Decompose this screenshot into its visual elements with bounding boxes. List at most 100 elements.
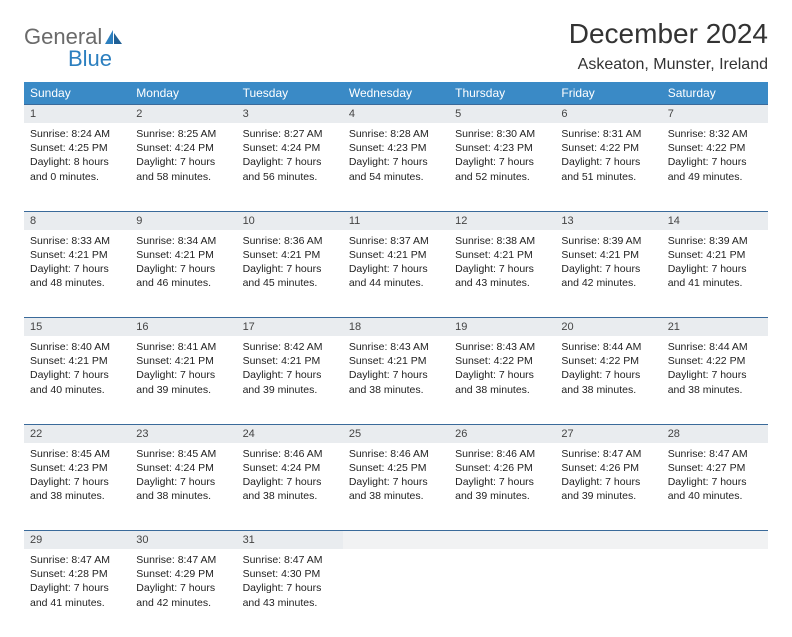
- sunset-text: Sunset: 4:22 PM: [455, 354, 549, 368]
- day-cell: Sunrise: 8:44 AMSunset: 4:22 PMDaylight:…: [662, 336, 768, 424]
- day-cell: Sunrise: 8:27 AMSunset: 4:24 PMDaylight:…: [237, 123, 343, 211]
- day-cell: Sunrise: 8:37 AMSunset: 4:21 PMDaylight:…: [343, 230, 449, 318]
- day-number-cell: 16: [130, 318, 236, 337]
- day-number-cell: 4: [343, 105, 449, 124]
- day-cell: Sunrise: 8:36 AMSunset: 4:21 PMDaylight:…: [237, 230, 343, 318]
- sunset-text: Sunset: 4:21 PM: [243, 248, 337, 262]
- day-number-cell: 7: [662, 105, 768, 124]
- day-number-cell: 10: [237, 211, 343, 230]
- daylight-text: Daylight: 7 hours and 39 minutes.: [561, 475, 655, 503]
- day-number-cell: 8: [24, 211, 130, 230]
- day-header: Tuesday: [237, 82, 343, 105]
- sunset-text: Sunset: 4:23 PM: [349, 141, 443, 155]
- daylight-text: Daylight: 7 hours and 41 minutes.: [668, 262, 762, 290]
- sunset-text: Sunset: 4:21 PM: [455, 248, 549, 262]
- title-block: December 2024 Askeaton, Munster, Ireland: [569, 18, 768, 74]
- day-number-cell: 6: [555, 105, 661, 124]
- sunset-text: Sunset: 4:21 PM: [243, 354, 337, 368]
- day-cell: Sunrise: 8:41 AMSunset: 4:21 PMDaylight:…: [130, 336, 236, 424]
- day-cell: Sunrise: 8:33 AMSunset: 4:21 PMDaylight:…: [24, 230, 130, 318]
- sunrise-text: Sunrise: 8:41 AM: [136, 340, 230, 354]
- sunset-text: Sunset: 4:21 PM: [349, 248, 443, 262]
- day-header: Saturday: [662, 82, 768, 105]
- day-number-cell: 22: [24, 424, 130, 443]
- day-number-cell: 14: [662, 211, 768, 230]
- sunset-text: Sunset: 4:24 PM: [136, 141, 230, 155]
- daylight-text: Daylight: 7 hours and 38 minutes.: [30, 475, 124, 503]
- day-number-cell: 25: [343, 424, 449, 443]
- sunrise-text: Sunrise: 8:38 AM: [455, 234, 549, 248]
- logo: GeneralBlue: [24, 18, 126, 72]
- sunrise-text: Sunrise: 8:46 AM: [455, 447, 549, 461]
- day-number-cell: 11: [343, 211, 449, 230]
- day-number-cell: 30: [130, 531, 236, 550]
- daylight-text: Daylight: 7 hours and 38 minutes.: [243, 475, 337, 503]
- daylight-text: Daylight: 7 hours and 39 minutes.: [243, 368, 337, 396]
- sunrise-text: Sunrise: 8:43 AM: [455, 340, 549, 354]
- sunset-text: Sunset: 4:29 PM: [136, 567, 230, 581]
- sunrise-text: Sunrise: 8:47 AM: [30, 553, 124, 567]
- day-number-cell: 9: [130, 211, 236, 230]
- day-number-cell: 5: [449, 105, 555, 124]
- daylight-text: Daylight: 7 hours and 48 minutes.: [30, 262, 124, 290]
- daylight-text: Daylight: 7 hours and 38 minutes.: [455, 368, 549, 396]
- day-header: Monday: [130, 82, 236, 105]
- sunset-text: Sunset: 4:22 PM: [561, 141, 655, 155]
- day-cell: Sunrise: 8:25 AMSunset: 4:24 PMDaylight:…: [130, 123, 236, 211]
- sunset-text: Sunset: 4:21 PM: [30, 354, 124, 368]
- day-cell: Sunrise: 8:38 AMSunset: 4:21 PMDaylight:…: [449, 230, 555, 318]
- sunrise-text: Sunrise: 8:30 AM: [455, 127, 549, 141]
- sunrise-text: Sunrise: 8:39 AM: [561, 234, 655, 248]
- day-number-cell: 2: [130, 105, 236, 124]
- sunset-text: Sunset: 4:21 PM: [349, 354, 443, 368]
- sunrise-text: Sunrise: 8:27 AM: [243, 127, 337, 141]
- day-cell: [343, 549, 449, 637]
- sunrise-text: Sunrise: 8:47 AM: [668, 447, 762, 461]
- sunset-text: Sunset: 4:23 PM: [455, 141, 549, 155]
- day-cell: Sunrise: 8:30 AMSunset: 4:23 PMDaylight:…: [449, 123, 555, 211]
- day-cell: Sunrise: 8:45 AMSunset: 4:23 PMDaylight:…: [24, 443, 130, 531]
- daylight-text: Daylight: 7 hours and 54 minutes.: [349, 155, 443, 183]
- day-cell: Sunrise: 8:43 AMSunset: 4:21 PMDaylight:…: [343, 336, 449, 424]
- day-cell: Sunrise: 8:45 AMSunset: 4:24 PMDaylight:…: [130, 443, 236, 531]
- daylight-text: Daylight: 7 hours and 56 minutes.: [243, 155, 337, 183]
- day-number-row: 15161718192021: [24, 318, 768, 337]
- sunrise-text: Sunrise: 8:47 AM: [243, 553, 337, 567]
- day-number-row: 293031: [24, 531, 768, 550]
- day-cell: [449, 549, 555, 637]
- sunrise-text: Sunrise: 8:46 AM: [243, 447, 337, 461]
- sunset-text: Sunset: 4:24 PM: [243, 461, 337, 475]
- daylight-text: Daylight: 7 hours and 51 minutes.: [561, 155, 655, 183]
- sunset-text: Sunset: 4:21 PM: [136, 354, 230, 368]
- daylight-text: Daylight: 7 hours and 58 minutes.: [136, 155, 230, 183]
- daylight-text: Daylight: 7 hours and 46 minutes.: [136, 262, 230, 290]
- day-number-cell: 18: [343, 318, 449, 337]
- day-cell: Sunrise: 8:31 AMSunset: 4:22 PMDaylight:…: [555, 123, 661, 211]
- daylight-text: Daylight: 7 hours and 38 minutes.: [349, 475, 443, 503]
- sunrise-text: Sunrise: 8:37 AM: [349, 234, 443, 248]
- day-cell: Sunrise: 8:39 AMSunset: 4:21 PMDaylight:…: [662, 230, 768, 318]
- day-number-cell: 28: [662, 424, 768, 443]
- sunset-text: Sunset: 4:22 PM: [668, 354, 762, 368]
- day-header: Thursday: [449, 82, 555, 105]
- day-number-cell: [343, 531, 449, 550]
- sunrise-text: Sunrise: 8:44 AM: [668, 340, 762, 354]
- day-cell: Sunrise: 8:43 AMSunset: 4:22 PMDaylight:…: [449, 336, 555, 424]
- sunrise-text: Sunrise: 8:34 AM: [136, 234, 230, 248]
- sunrise-text: Sunrise: 8:28 AM: [349, 127, 443, 141]
- sunrise-text: Sunrise: 8:24 AM: [30, 127, 124, 141]
- sunset-text: Sunset: 4:22 PM: [668, 141, 762, 155]
- sunset-text: Sunset: 4:23 PM: [30, 461, 124, 475]
- daylight-text: Daylight: 7 hours and 41 minutes.: [30, 581, 124, 609]
- daylight-text: Daylight: 7 hours and 38 minutes.: [136, 475, 230, 503]
- day-cell: Sunrise: 8:47 AMSunset: 4:28 PMDaylight:…: [24, 549, 130, 637]
- day-number-cell: 26: [449, 424, 555, 443]
- sunrise-text: Sunrise: 8:45 AM: [30, 447, 124, 461]
- day-number-cell: 3: [237, 105, 343, 124]
- sunset-text: Sunset: 4:21 PM: [136, 248, 230, 262]
- sunset-text: Sunset: 4:24 PM: [136, 461, 230, 475]
- sunset-text: Sunset: 4:25 PM: [349, 461, 443, 475]
- day-number-cell: 23: [130, 424, 236, 443]
- sunset-text: Sunset: 4:21 PM: [30, 248, 124, 262]
- sunrise-text: Sunrise: 8:47 AM: [561, 447, 655, 461]
